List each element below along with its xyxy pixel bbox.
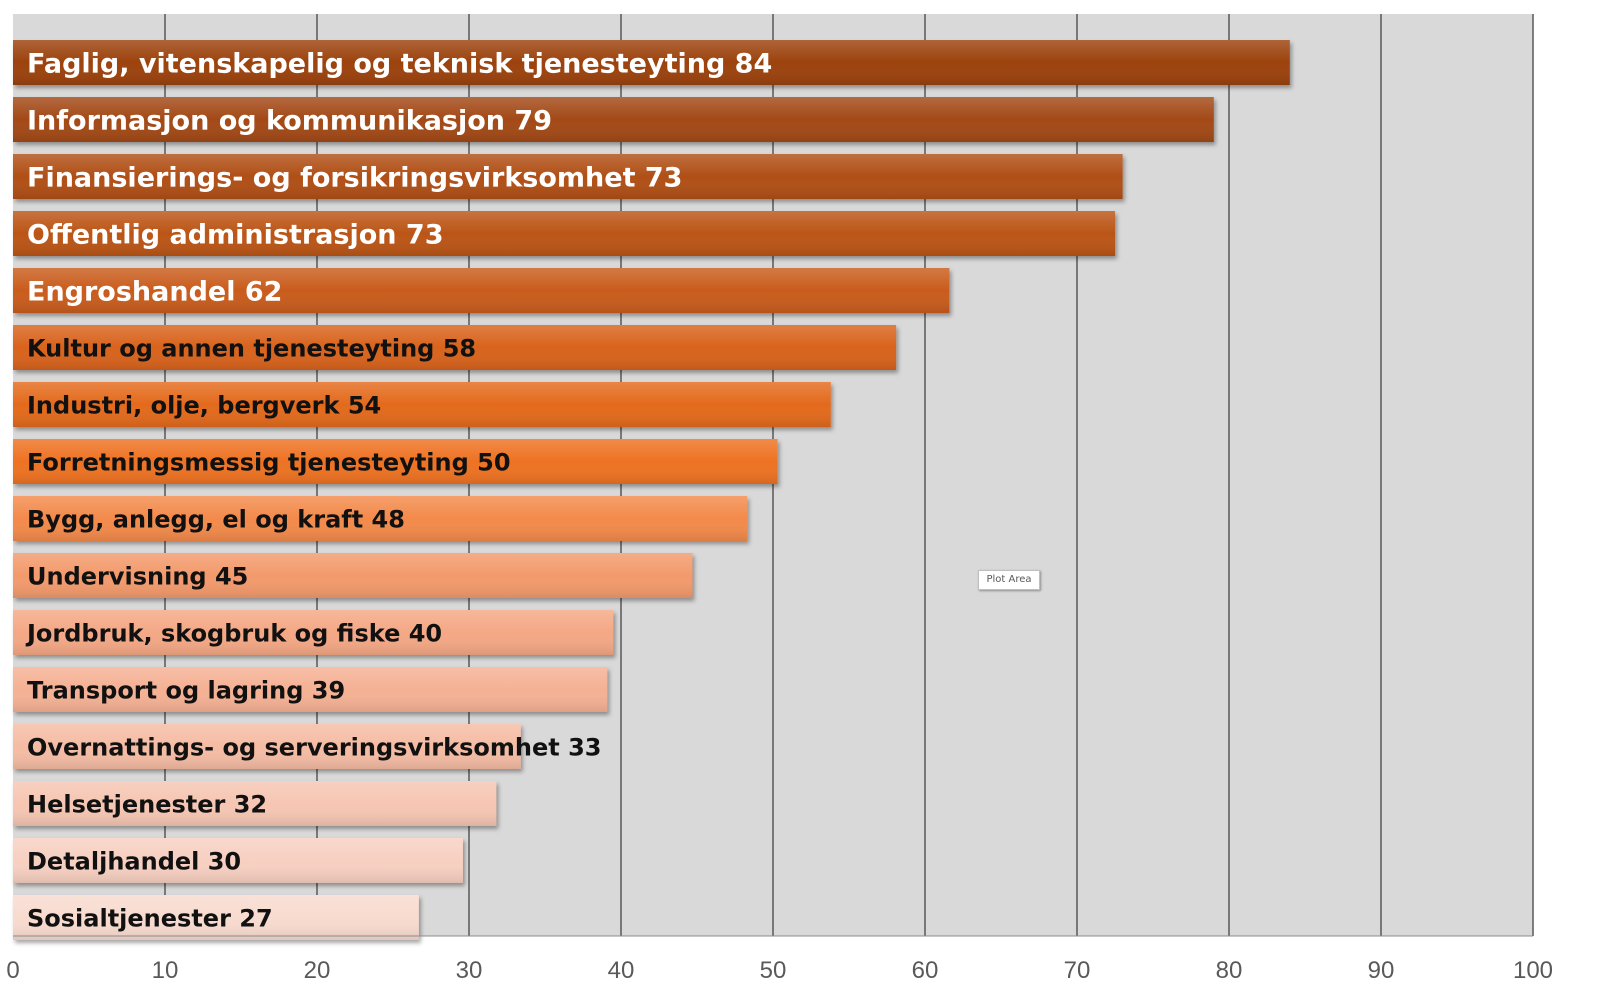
bar-label: Detaljhandel 30 xyxy=(27,848,241,876)
bar-label: Bygg, anlegg, el og kraft 48 xyxy=(27,506,405,534)
bar-shading xyxy=(13,838,463,883)
bar-label: Informasjon og kommunikasjon 79 xyxy=(27,106,552,137)
x-tick-label-10: 10 xyxy=(152,957,179,984)
bar-label: Sosialtjenester 27 xyxy=(27,905,273,933)
bar-shading xyxy=(13,667,608,712)
bar-group: Transport og lagring 39 xyxy=(13,667,608,712)
bar-group: Overnattings- og serveringsvirksomhet 33 xyxy=(13,724,601,769)
bar-shading xyxy=(13,154,1123,199)
bar-label: Industri, olje, bergverk 54 xyxy=(27,392,381,420)
bar-shading xyxy=(13,40,1290,85)
x-tick-label-30: 30 xyxy=(456,957,483,984)
bar-group: Informasjon og kommunikasjon 79 xyxy=(13,97,1214,142)
x-tick-label-90: 90 xyxy=(1368,957,1395,984)
x-tick-label-60: 60 xyxy=(912,957,939,984)
bar-shading xyxy=(13,895,419,940)
x-axis: 0 10 20 30 40 50 60 70 80 90 100 xyxy=(6,935,1553,984)
x-tick-label-40: 40 xyxy=(608,957,635,984)
bar-shading xyxy=(13,211,1115,256)
bar-shading xyxy=(13,610,614,655)
bar-group: Faglig, vitenskapelig og teknisk tjenest… xyxy=(13,40,1290,85)
plot-area-tooltip: Plot Area xyxy=(978,570,1040,590)
bar-shading xyxy=(13,97,1214,142)
bar-label: Offentlig administrasjon 73 xyxy=(27,220,444,251)
bar-shading xyxy=(13,781,497,826)
bar-group: Jordbruk, skogbruk og fiske 40 xyxy=(13,610,614,655)
x-tick-label-100: 100 xyxy=(1513,957,1553,984)
bar-label: Forretningsmessig tjenesteyting 50 xyxy=(27,449,511,477)
bar-label: Jordbruk, skogbruk og fiske 40 xyxy=(25,620,442,648)
x-tick-label-80: 80 xyxy=(1216,957,1243,984)
bar-label: Transport og lagring 39 xyxy=(27,677,345,705)
bar-group: Engroshandel 62 xyxy=(13,268,950,313)
bar-shading xyxy=(13,382,831,427)
x-tick-label-0: 0 xyxy=(6,957,19,984)
bar-group: Detaljhandel 30 xyxy=(13,838,463,883)
bar-label: Kultur og annen tjenesteyting 58 xyxy=(27,335,476,363)
bar-shading xyxy=(13,325,897,370)
bar-group: Offentlig administrasjon 73 xyxy=(13,211,1115,256)
bar-label: Helsetjenester 32 xyxy=(27,791,267,819)
bar-shading xyxy=(13,268,950,313)
bars: Faglig, vitenskapelig og teknisk tjenest… xyxy=(13,40,1290,940)
bar-label: Engroshandel 62 xyxy=(27,277,282,308)
bar-label: Faglig, vitenskapelig og teknisk tjenest… xyxy=(27,49,772,80)
bar-label: Overnattings- og serveringsvirksomhet 33 xyxy=(27,734,601,762)
bar-shading xyxy=(13,496,748,541)
bar-group: Helsetjenester 32 xyxy=(13,781,497,826)
bar-label: Finansierings- og forsikringsvirksomhet … xyxy=(27,163,682,194)
bar-shading xyxy=(13,553,693,598)
x-tick-label-50: 50 xyxy=(760,957,787,984)
x-tick-label-70: 70 xyxy=(1064,957,1091,984)
bar-group: Industri, olje, bergverk 54 xyxy=(13,382,831,427)
bar-group: Kultur og annen tjenesteyting 58 xyxy=(13,325,897,370)
bar-shading xyxy=(13,724,521,769)
bar-group: Bygg, anlegg, el og kraft 48 xyxy=(13,496,748,541)
bar-group: Forretningsmessig tjenesteyting 50 xyxy=(13,439,778,484)
x-tick-label-20: 20 xyxy=(304,957,331,984)
bar-group: Finansierings- og forsikringsvirksomhet … xyxy=(13,154,1123,199)
bar-label: Undervisning 45 xyxy=(27,563,248,591)
bar-shading xyxy=(13,439,778,484)
bar-group: Undervisning 45 xyxy=(13,553,693,598)
bar-group: Sosialtjenester 27 xyxy=(13,895,419,940)
